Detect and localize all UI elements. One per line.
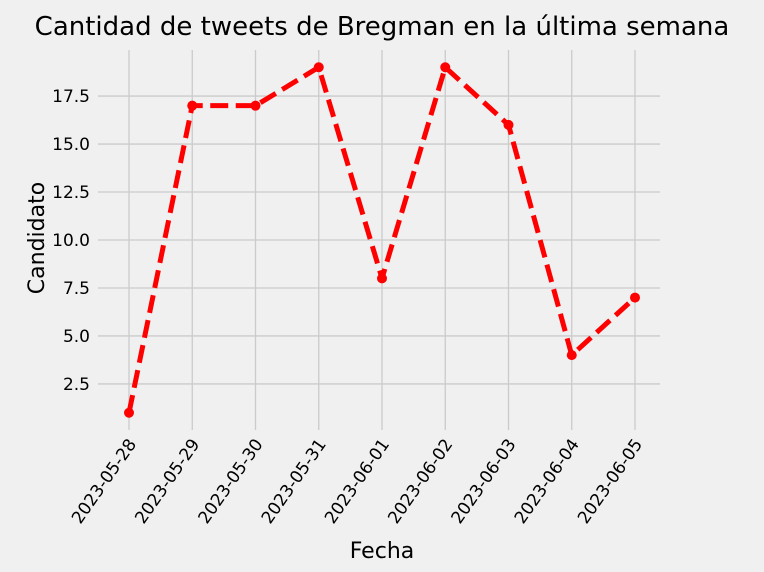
- y-axis-label: Candidato: [25, 182, 50, 294]
- grid: [98, 50, 660, 430]
- x-tick-label: 2023-05-29: [131, 435, 204, 527]
- x-tick-label: 2023-05-28: [68, 435, 141, 527]
- chart-title: Cantidad de tweets de Bregman en la últi…: [35, 12, 730, 42]
- x-axis-label: Fecha: [350, 539, 415, 564]
- x-tick-label: 2023-05-30: [195, 435, 268, 527]
- y-tick-label: 17.5: [52, 87, 90, 107]
- data-point: [313, 62, 324, 73]
- data-point: [187, 100, 198, 111]
- y-tick-label: 10.0: [52, 231, 90, 251]
- y-tick-label: 7.5: [63, 279, 90, 299]
- y-tick-label: 5.0: [63, 327, 90, 347]
- data-point: [630, 292, 640, 303]
- data-point: [503, 119, 514, 130]
- x-tick-label: 2023-06-02: [384, 435, 457, 527]
- data-point: [440, 62, 451, 73]
- data-point: [124, 407, 134, 418]
- y-tick-label: 12.5: [52, 183, 90, 203]
- x-tick-label: 2023-06-01: [321, 435, 394, 527]
- y-tick-label: 2.5: [63, 375, 90, 395]
- data-point: [566, 350, 577, 361]
- x-tick-label: 2023-06-04: [511, 435, 584, 527]
- data-point: [250, 100, 261, 111]
- y-tick-label: 15.0: [52, 135, 90, 155]
- x-tick-label: 2023-05-31: [258, 435, 331, 527]
- y-tick-labels: 2.5 5.0 7.5 10.0 12.5 15.0 17.5: [52, 87, 90, 395]
- x-tick-label: 2023-06-03: [448, 435, 521, 527]
- x-tick-labels: 2023-05-282023-05-292023-05-302023-05-31…: [68, 435, 647, 527]
- data-points: [124, 62, 640, 418]
- x-tick-label: 2023-06-05: [574, 435, 647, 527]
- data-point: [377, 273, 387, 284]
